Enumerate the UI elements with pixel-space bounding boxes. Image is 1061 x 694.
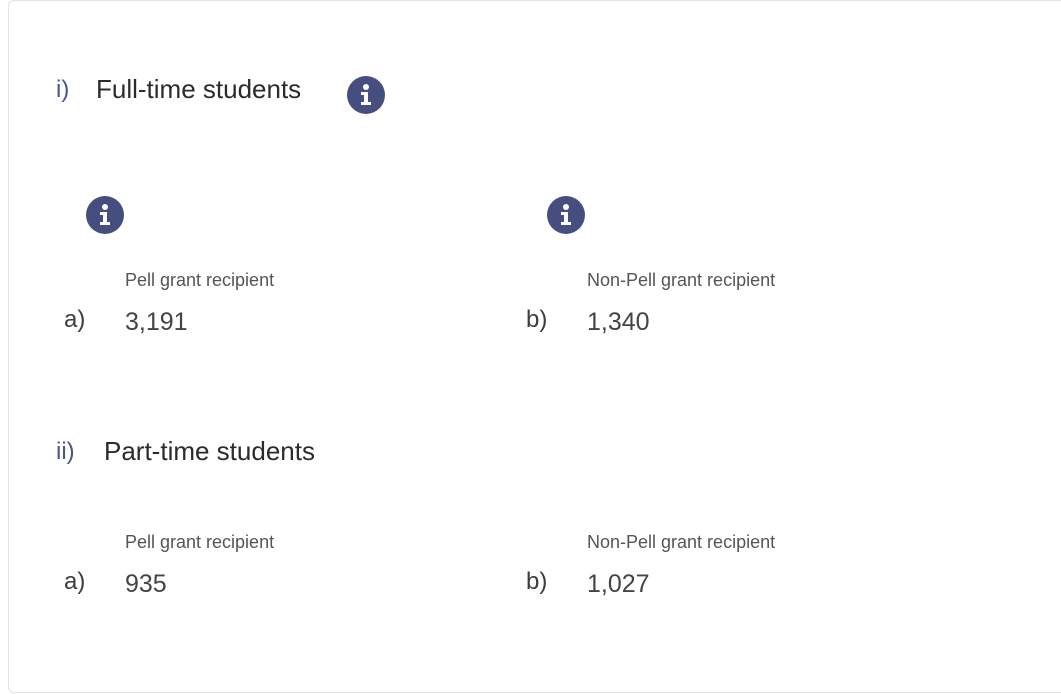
card	[8, 0, 1061, 693]
section-marker: ii)	[56, 438, 75, 465]
item-marker: b)	[526, 568, 548, 595]
info-icon[interactable]	[86, 196, 124, 234]
field-value: 1,027	[587, 570, 650, 598]
field-label: Non-Pell grant recipient	[587, 532, 776, 552]
field-value: 1,340	[587, 308, 650, 336]
field-label: Pell grant recipient	[125, 270, 275, 290]
item-marker: b)	[526, 306, 548, 333]
field-value: 935	[125, 570, 167, 598]
section-title: Part-time students	[104, 436, 315, 466]
field-value: 3,191	[125, 308, 188, 336]
section-marker: i)	[56, 76, 70, 103]
item-marker: a)	[64, 568, 86, 595]
info-icon[interactable]	[347, 76, 385, 114]
info-icon[interactable]	[547, 196, 585, 234]
field-label: Non-Pell grant recipient	[587, 270, 776, 290]
field-label: Pell grant recipient	[125, 532, 275, 552]
section-title: Full-time students	[96, 74, 302, 104]
item-marker: a)	[64, 306, 86, 333]
